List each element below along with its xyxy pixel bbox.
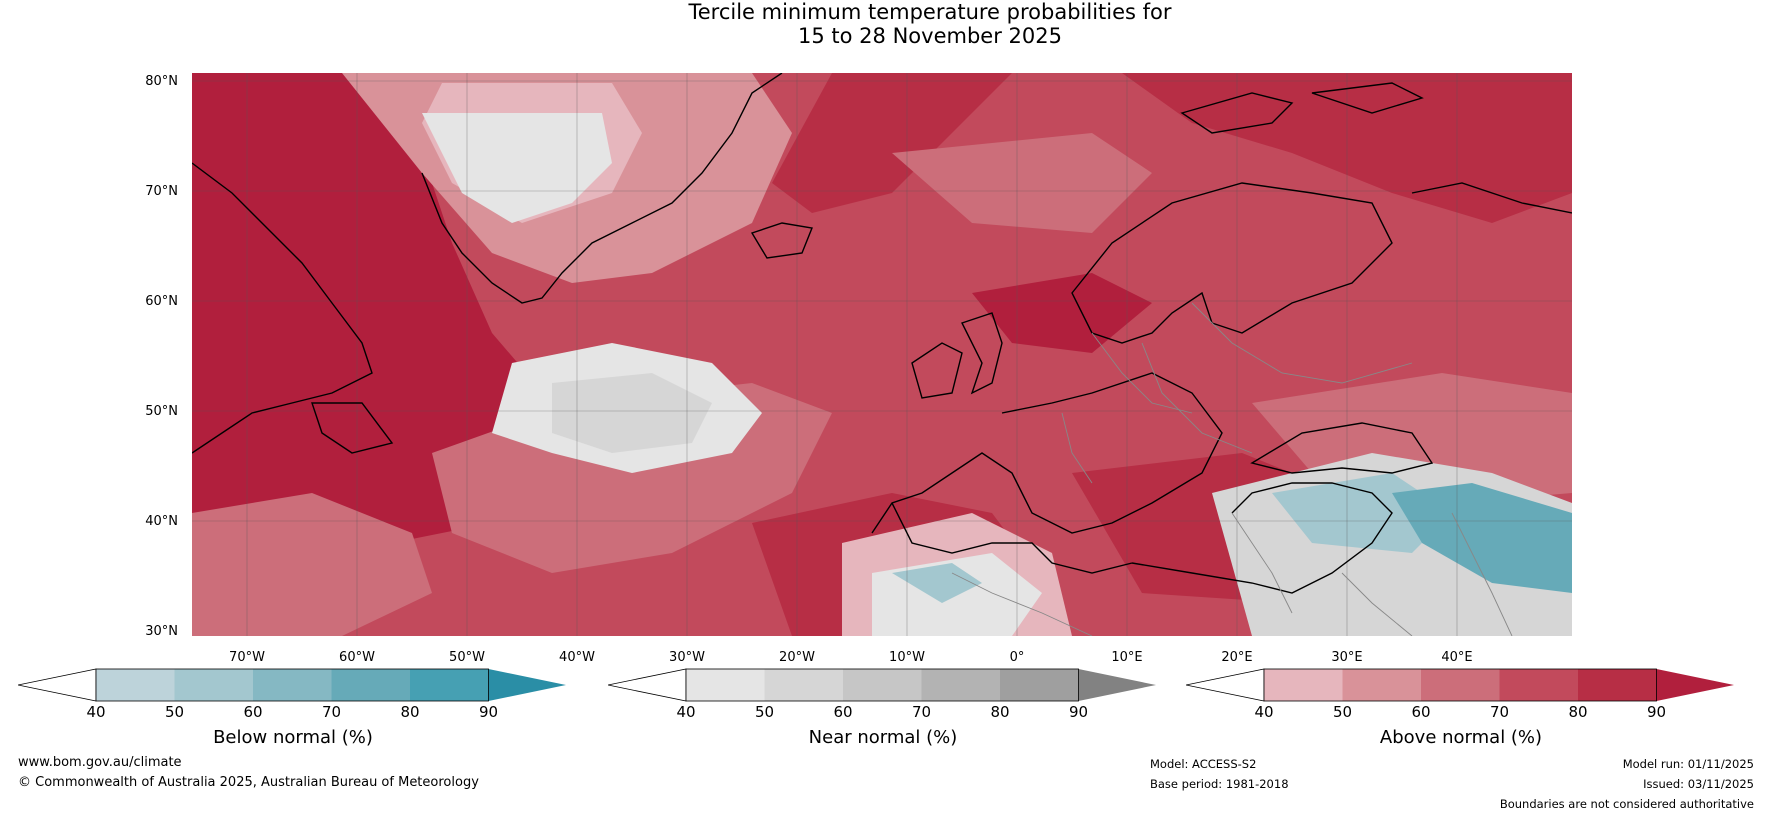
lat-label-60n: 60°N xyxy=(145,294,178,309)
lat-label-50n: 50°N xyxy=(145,404,178,419)
cbar-near-tick-80: 80 xyxy=(990,703,1010,721)
cbar-above-min-extend xyxy=(1186,668,1265,702)
cbar-near-label: Near normal (%) xyxy=(808,727,958,748)
lon-label-60w: 60°W xyxy=(339,650,375,665)
lon-label-40e: 40°E xyxy=(1441,650,1473,665)
lon-label-10w: 10°W xyxy=(889,650,925,665)
cbar-above-tick-90: 90 xyxy=(1646,703,1667,721)
cbar-below-seg-5 xyxy=(410,669,489,701)
cbar-below-tick-40: 40 xyxy=(86,703,106,721)
cbar-above-tick-80: 80 xyxy=(1568,703,1588,721)
colorbar-below-normal xyxy=(18,668,566,702)
lat-label-80n: 80°N xyxy=(145,74,178,89)
footer-issued: Issued: 03/11/2025 xyxy=(1643,777,1754,791)
footer-copyright: © Commonwealth of Australia 2025, Austra… xyxy=(18,775,479,790)
footer-model-run: Model run: 01/11/2025 xyxy=(1622,757,1754,771)
cbar-above-seg-4 xyxy=(1499,669,1578,701)
lon-label-70w: 70°W xyxy=(229,650,265,665)
lon-label-10e: 10°E xyxy=(1111,650,1143,665)
cbar-above-seg-2 xyxy=(1342,669,1421,701)
cbar-near-tick-50: 50 xyxy=(754,703,775,721)
title-line-1: Tercile minimum temperature probabilitie… xyxy=(688,0,1172,24)
cbar-below-seg-3 xyxy=(253,669,332,701)
cbar-above-tick-40: 40 xyxy=(1254,703,1274,721)
cbar-below-tick-90: 90 xyxy=(478,703,499,721)
cbar-near-tick-90: 90 xyxy=(1068,703,1089,721)
chart-title: Tercile minimum temperature probabilitie… xyxy=(530,0,1330,48)
region-above-60-norwegian xyxy=(892,133,1152,233)
cbar-near-min-extend xyxy=(608,668,687,702)
region-near-50-greenland xyxy=(422,113,612,223)
cbar-near-max-extend xyxy=(1078,669,1156,701)
cbar-above-tick-70: 70 xyxy=(1489,703,1510,721)
lon-label-40w: 40°W xyxy=(559,650,595,665)
cbar-above-tick-60: 60 xyxy=(1411,703,1431,721)
cbar-above-seg-5 xyxy=(1578,669,1657,701)
lon-label-30e: 30°E xyxy=(1331,650,1363,665)
cbar-below-tick-80: 80 xyxy=(400,703,420,721)
cbar-above-label: Above normal (%) xyxy=(1379,727,1543,748)
cbar-near-seg-2 xyxy=(764,669,843,701)
cbar-below-max-extend xyxy=(488,669,566,701)
footer-base-period: Base period: 1981-2018 xyxy=(1150,777,1289,791)
cbar-below-outline xyxy=(95,668,489,702)
region-above-80-north xyxy=(772,73,1012,213)
region-below-60-northafrica xyxy=(892,563,982,603)
probability-map xyxy=(192,73,1572,636)
cbar-near-outline xyxy=(685,668,1079,702)
lon-label-20e: 20°E xyxy=(1221,650,1253,665)
lon-label-30w: 30°W xyxy=(669,650,705,665)
cbar-below-seg-1 xyxy=(96,669,175,701)
map-graticule xyxy=(192,73,1572,636)
region-above-90-west xyxy=(192,73,592,543)
cbar-below-min-extend xyxy=(18,668,97,702)
cbar-below-tick-50: 50 xyxy=(164,703,185,721)
cbar-near-tick-70: 70 xyxy=(911,703,932,721)
country-borders xyxy=(951,302,1513,636)
cbar-above-tick-50: 50 xyxy=(1332,703,1353,721)
region-above-60-southwest xyxy=(192,493,432,636)
cbar-below-tick-60: 60 xyxy=(243,703,263,721)
footer-disclaimer: Boundaries are not considered authoritat… xyxy=(1499,797,1754,811)
cbar-below-tick-70: 70 xyxy=(321,703,342,721)
lat-label-70n: 70°N xyxy=(145,184,178,199)
cbar-above-max-extend xyxy=(1656,669,1734,701)
lon-label-0: 0° xyxy=(1009,650,1025,665)
cbar-below-seg-2 xyxy=(174,669,253,701)
footer-model: Model: ACCESS-S2 xyxy=(1150,757,1257,771)
footer-website[interactable]: www.bom.gov.au/climate xyxy=(18,755,182,770)
cbar-above-outline xyxy=(1263,668,1657,702)
title-line-2: 15 to 28 November 2025 xyxy=(798,24,1062,48)
cbar-above-seg-3 xyxy=(1421,669,1500,701)
lon-label-20w: 20°W xyxy=(779,650,815,665)
colorbar-near-normal xyxy=(608,668,1156,702)
lat-label-40n: 40°N xyxy=(145,514,178,529)
coastlines xyxy=(192,73,1572,594)
region-near-60-atlantic xyxy=(552,373,712,453)
region-below-80-iran xyxy=(1392,483,1572,593)
lat-label-30n: 30°N xyxy=(145,624,178,639)
colorbar-above-normal xyxy=(1186,668,1734,702)
cbar-near-seg-5 xyxy=(1000,669,1079,701)
cbar-below-seg-4 xyxy=(331,669,410,701)
cbar-near-tick-60: 60 xyxy=(833,703,853,721)
cbar-below-label: Below normal (%) xyxy=(213,727,373,748)
lon-label-50w: 50°W xyxy=(449,650,485,665)
cbar-near-seg-3 xyxy=(843,669,922,701)
cbar-near-seg-4 xyxy=(921,669,1000,701)
cbar-near-tick-40: 40 xyxy=(676,703,696,721)
cbar-near-seg-1 xyxy=(686,669,765,701)
cbar-above-seg-1 xyxy=(1264,669,1343,701)
map-svg xyxy=(192,73,1572,636)
